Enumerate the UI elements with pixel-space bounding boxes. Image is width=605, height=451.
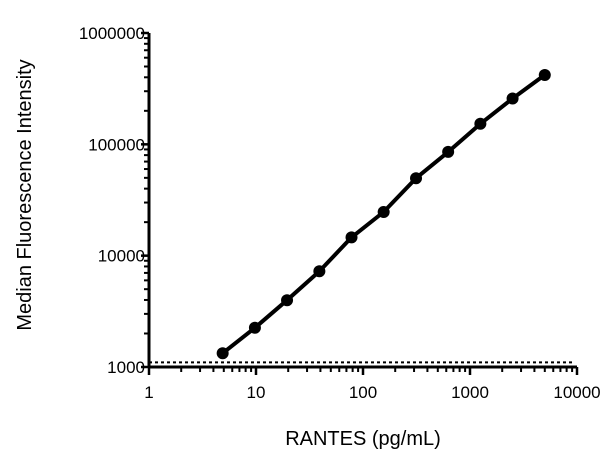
y-axis-title: Median Fluorescence Intensity — [14, 59, 36, 330]
data-point — [281, 294, 294, 307]
x-tick-label: 10 — [247, 383, 266, 402]
y-tick-label: 1000000 — [79, 24, 145, 43]
data-point — [538, 68, 551, 81]
y-tick-label: 100000 — [88, 135, 145, 154]
y-axis: 1000 10000 100000 1000000 — [79, 24, 151, 377]
data-point — [313, 265, 326, 278]
x-axis: 1 10 100 1000 10000 — [144, 365, 601, 402]
data-point — [345, 231, 358, 244]
data-point — [410, 172, 423, 185]
x-axis-title: RANTES (pg/mL) — [285, 428, 441, 450]
x-tick-label: 1000 — [451, 383, 489, 402]
data-point — [506, 92, 519, 105]
data-point — [474, 117, 487, 130]
data-point — [442, 145, 455, 158]
y-ticks: 1000 10000 100000 1000000 — [79, 24, 149, 377]
x-tick-label: 100 — [349, 383, 377, 402]
data-point — [216, 347, 229, 360]
data-point — [248, 321, 261, 334]
series-layer — [216, 68, 551, 360]
data-point — [377, 205, 390, 218]
y-tick-label: 1000 — [107, 358, 145, 377]
x-tick-label: 1 — [144, 383, 153, 402]
x-tick-label: 10000 — [553, 383, 600, 402]
y-tick-label: 10000 — [98, 247, 145, 266]
x-ticks: 1 10 100 1000 10000 — [144, 367, 601, 402]
